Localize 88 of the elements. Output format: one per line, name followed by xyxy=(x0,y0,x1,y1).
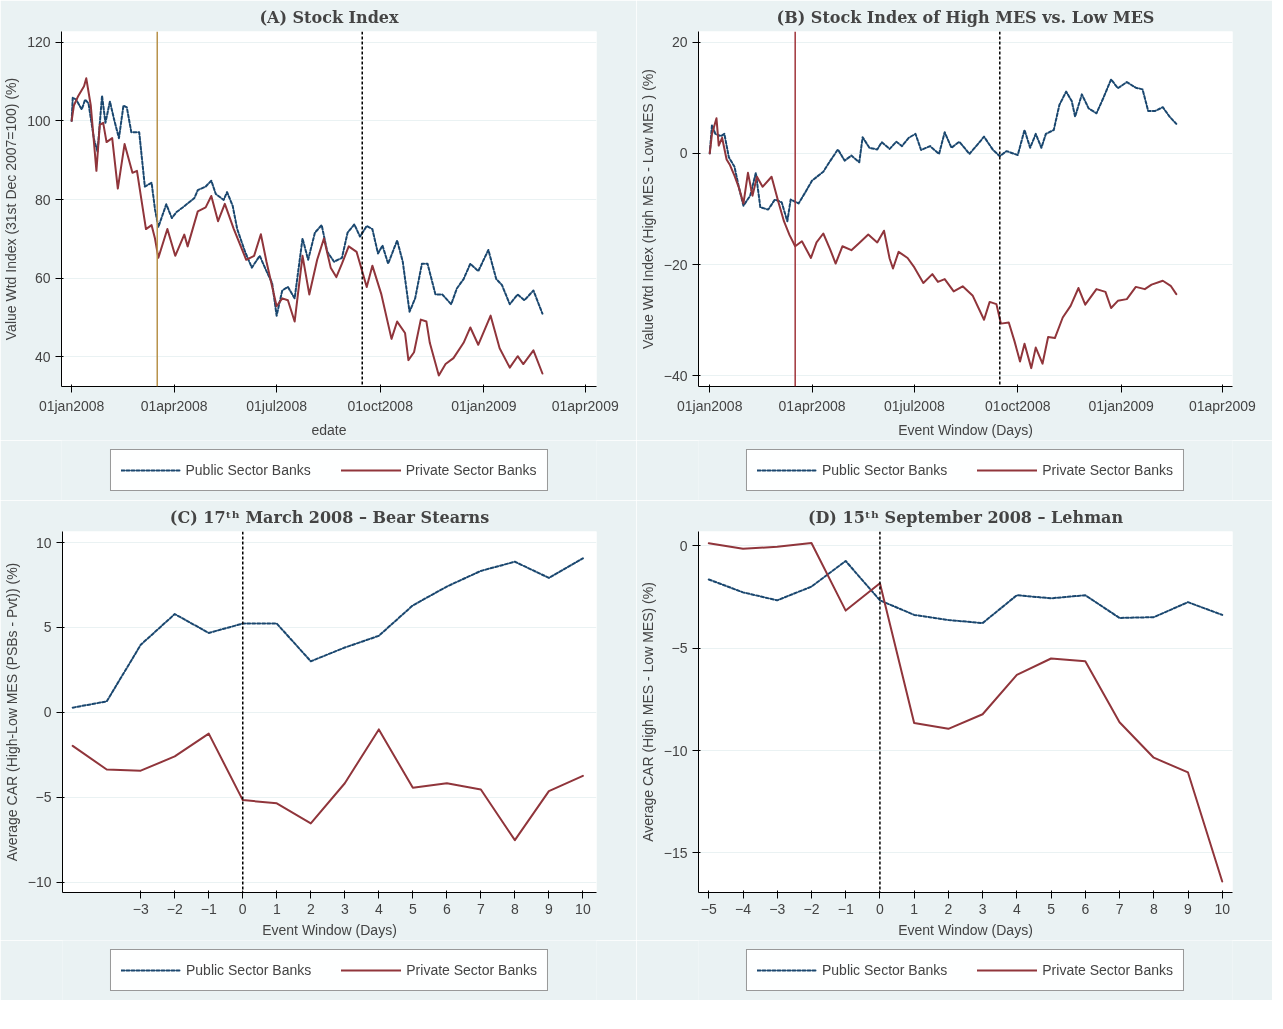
x-tick-label: −3 xyxy=(769,900,786,917)
y-tick-label: 60 xyxy=(34,270,51,287)
x-tick-label: −1 xyxy=(200,900,217,917)
x-tick-label: −1 xyxy=(837,900,854,917)
line-series xyxy=(70,94,544,317)
y-tick-label: 40 xyxy=(34,348,51,365)
legend-label: Public Sector Banks xyxy=(821,962,948,978)
y-tick-label: −40 xyxy=(663,367,688,384)
x-tick-label: 01jul2008 xyxy=(246,397,308,414)
x-tick-label: 1 xyxy=(272,900,281,917)
x-axis-title: edate xyxy=(311,421,347,438)
x-tick-label: 10 xyxy=(575,900,591,917)
y-tick-label: −10 xyxy=(27,874,52,891)
y-tick-label: 120 xyxy=(27,34,51,51)
chart-title: (B) Stock Index of High MES vs. Low MES xyxy=(776,7,1155,27)
line-series xyxy=(707,560,1224,625)
x-tick-label: −3 xyxy=(132,900,149,917)
line-series xyxy=(71,728,584,842)
x-tick-label: 0 xyxy=(876,900,885,917)
x-tick-label: 4 xyxy=(1012,900,1021,917)
x-tick-label: 8 xyxy=(1149,900,1158,917)
x-axis-title: Event Window (Days) xyxy=(898,421,1033,438)
x-tick-label: 01oct2008 xyxy=(985,397,1051,414)
x-tick-label: −5 xyxy=(700,900,717,917)
y-tick-label: 0 xyxy=(679,537,688,554)
legend-label: Private Sector Banks xyxy=(406,962,538,978)
x-tick-label: 3 xyxy=(340,900,349,917)
y-tick-label: −5 xyxy=(35,789,52,806)
x-tick-label: 7 xyxy=(1115,900,1124,917)
chart-title: (D) 15ᵗʰ September 2008 – Lehman xyxy=(807,507,1124,527)
legend-label: Public Sector Banks xyxy=(185,462,311,478)
x-tick-label: 9 xyxy=(544,900,553,917)
line-series xyxy=(707,541,1224,883)
x-tick-label: 01jan2008 xyxy=(38,397,105,414)
x-tick-label: −2 xyxy=(803,900,820,917)
x-tick-label: 5 xyxy=(408,900,417,917)
x-tick-label: 01jan2009 xyxy=(1088,397,1155,414)
y-tick-label: −20 xyxy=(663,256,688,273)
x-tick-label: 10 xyxy=(1214,900,1231,917)
y-axis-title: Average CAR (High-Low MES (PSBs - Pvt)) (%) xyxy=(3,562,20,862)
x-tick-label: 01apr2009 xyxy=(551,397,619,414)
legend-label: Private Sector Banks xyxy=(1042,962,1174,978)
x-tick-label: 9 xyxy=(1184,900,1193,917)
x-tick-label: 4 xyxy=(374,900,383,917)
y-tick-label: −15 xyxy=(663,844,688,861)
chart-title: (A) Stock Index xyxy=(259,7,400,27)
line-series xyxy=(708,78,1178,223)
y-tick-label: 80 xyxy=(34,191,51,208)
y-axis-title: Value Wtd Index (High MES - Low MES ) (%) xyxy=(639,69,656,349)
line-series xyxy=(70,77,544,377)
legend-label: Public Sector Banks xyxy=(185,962,312,978)
y-tick-label: 10 xyxy=(35,534,52,551)
x-tick-label: 01apr2009 xyxy=(1188,397,1257,414)
y-axis-title: Average CAR (High MES - Low MES) (%) xyxy=(639,582,656,842)
x-tick-label: 6 xyxy=(442,900,451,917)
x-tick-label: 2 xyxy=(306,900,315,917)
x-tick-label: 2 xyxy=(944,900,953,917)
y-tick-label: −5 xyxy=(671,640,688,657)
x-tick-label: 8 xyxy=(510,900,519,917)
x-axis-title: Event Window (Days) xyxy=(262,921,397,938)
x-tick-label: 3 xyxy=(978,900,987,917)
y-tick-label: 0 xyxy=(43,704,52,721)
y-axis-title: Value Wtd Index (31st Dec 2007=100) (%) xyxy=(3,77,20,341)
legend-label: Private Sector Banks xyxy=(1042,462,1174,478)
x-tick-label: 0 xyxy=(238,900,247,917)
y-tick-label: 100 xyxy=(27,112,51,129)
legend-label: Public Sector Banks xyxy=(821,462,948,478)
line-series xyxy=(708,117,1178,370)
x-tick-label: 7 xyxy=(476,900,485,917)
x-tick-label: 5 xyxy=(1047,900,1056,917)
x-tick-label: 01apr2008 xyxy=(778,397,846,414)
y-tick-label: 5 xyxy=(43,619,52,636)
x-axis-title: Event Window (Days) xyxy=(898,921,1033,938)
x-tick-label: 01oct2008 xyxy=(347,397,414,414)
x-tick-label: 01apr2008 xyxy=(140,397,208,414)
x-tick-label: 01jan2008 xyxy=(677,397,743,414)
y-tick-label: 0 xyxy=(679,145,688,162)
line-series xyxy=(71,557,584,709)
y-tick-label: 20 xyxy=(671,34,688,51)
x-tick-label: 01jul2008 xyxy=(883,397,945,414)
chart-title: (C) 17ᵗʰ March 2008 – Bear Stearns xyxy=(169,507,490,527)
legend-label: Private Sector Banks xyxy=(405,462,537,478)
x-tick-label: −2 xyxy=(166,900,183,917)
x-tick-label: −4 xyxy=(735,900,752,917)
x-tick-label: 01jan2009 xyxy=(451,397,517,414)
x-tick-label: 6 xyxy=(1081,900,1090,917)
y-tick-label: −10 xyxy=(663,742,688,759)
x-tick-label: 1 xyxy=(910,900,919,917)
